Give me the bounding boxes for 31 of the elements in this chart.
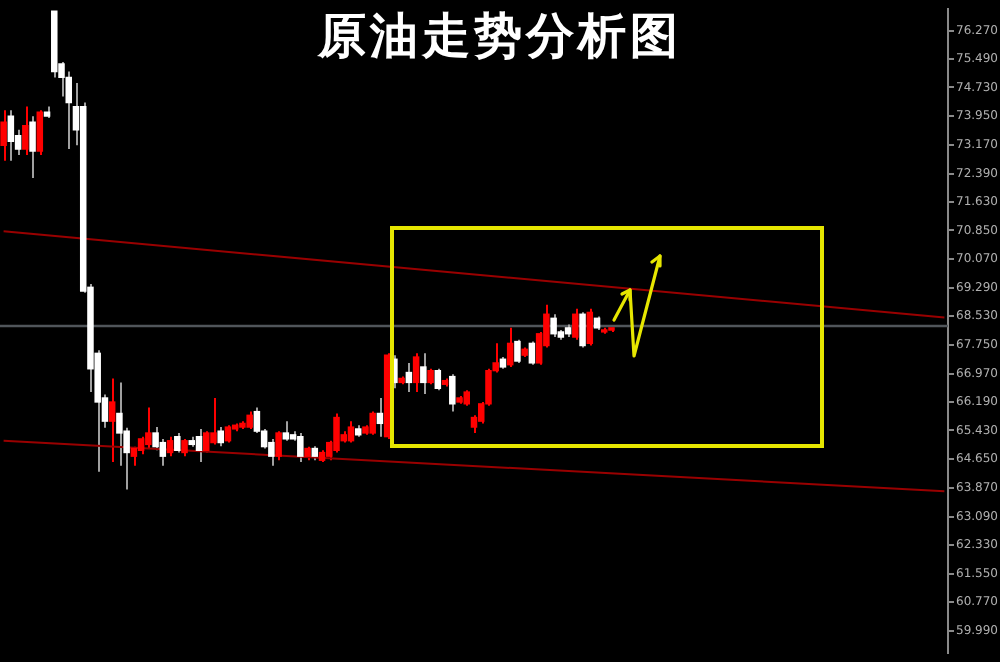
candlestick [412, 352, 420, 394]
chart-title: 原油走势分析图 [318, 6, 682, 64]
candlestick [550, 313, 557, 339]
candlestick [579, 311, 586, 349]
candlestick [174, 431, 181, 454]
candlestick [145, 406, 152, 450]
candlestick [420, 352, 427, 395]
candlestick [449, 373, 456, 413]
candlestick [166, 435, 174, 458]
candlestick [434, 367, 442, 392]
candlestick [268, 437, 275, 467]
candlestick [210, 396, 217, 446]
candlestick [22, 105, 29, 156]
candlestick [108, 377, 116, 464]
candlestick [347, 420, 355, 444]
candlestick [29, 115, 36, 180]
candlestick [528, 340, 536, 366]
candlestick [65, 70, 73, 150]
candlestick [369, 410, 376, 436]
candlestick [275, 430, 282, 462]
candlestick [586, 307, 594, 347]
candlestick [195, 427, 203, 464]
candlestick [217, 426, 224, 448]
candlestick [514, 338, 521, 364]
candlestick [0, 109, 7, 162]
candlestick [297, 431, 304, 464]
candlestick [572, 307, 579, 341]
candlestick [333, 412, 340, 454]
candlestick [282, 420, 290, 442]
candlestick [7, 109, 15, 162]
candlestick [36, 109, 44, 156]
